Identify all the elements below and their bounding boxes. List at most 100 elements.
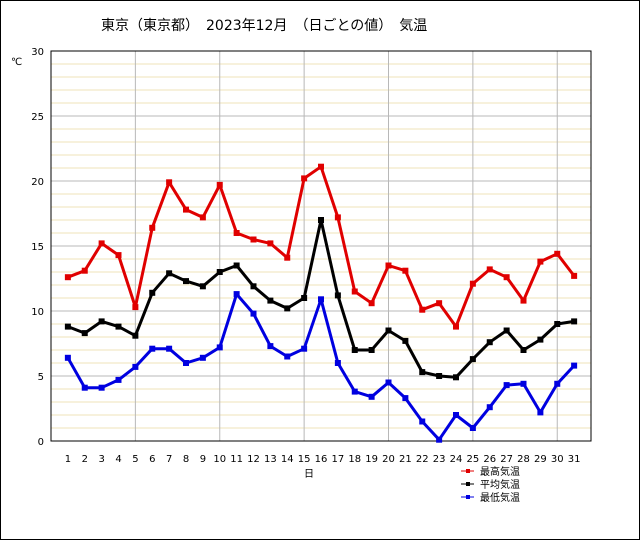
data-point <box>98 318 105 325</box>
data-point <box>368 393 375 400</box>
data-point <box>419 369 426 376</box>
data-point <box>419 306 426 313</box>
legend-label: 平均気温 <box>480 478 520 491</box>
x-tick-label: 3 <box>98 454 104 465</box>
x-tick-label: 19 <box>365 454 378 465</box>
data-point <box>486 404 493 411</box>
x-tick-label: 7 <box>166 454 172 465</box>
data-point <box>250 310 257 317</box>
data-point <box>318 163 324 170</box>
data-point <box>233 230 240 236</box>
y-tick-label: 20 <box>31 177 44 188</box>
data-point <box>368 347 375 353</box>
data-point <box>351 388 358 395</box>
data-point <box>436 300 443 307</box>
x-tick-label: 6 <box>149 454 155 465</box>
data-point <box>216 181 223 188</box>
data-point <box>233 262 240 269</box>
data-point <box>503 327 510 334</box>
data-point <box>267 297 274 304</box>
data-point <box>132 363 139 370</box>
x-tick-label: 9 <box>200 454 206 465</box>
data-point <box>233 291 240 298</box>
data-point <box>183 206 189 213</box>
series-layer <box>64 163 578 443</box>
data-point <box>98 240 105 247</box>
data-point <box>436 373 443 379</box>
data-point <box>98 384 105 391</box>
x-tick-label: 11 <box>230 454 243 465</box>
data-point <box>453 374 459 381</box>
data-point <box>402 395 409 402</box>
data-point <box>301 295 308 301</box>
x-tick-label: 17 <box>332 454 345 465</box>
data-point <box>436 436 443 443</box>
x-tick-label: 1 <box>65 454 71 465</box>
data-point <box>284 254 291 261</box>
data-point <box>385 262 392 269</box>
x-tick-label: 28 <box>517 454 530 465</box>
data-point <box>81 330 88 337</box>
data-point <box>115 323 122 330</box>
data-point <box>216 344 223 351</box>
series-3 <box>64 291 578 443</box>
data-point <box>537 336 544 343</box>
data-point <box>334 360 341 366</box>
x-tick-label: 18 <box>348 454 361 465</box>
data-point <box>385 379 392 386</box>
x-tick-label: 14 <box>281 454 294 465</box>
y-tick-label: 5 <box>38 372 44 383</box>
data-point <box>571 318 578 325</box>
data-point <box>537 258 544 265</box>
x-tick-label: 5 <box>132 454 138 465</box>
data-point <box>453 323 459 330</box>
x-tick-label: 4 <box>115 454 121 465</box>
y-tick-label: 30 <box>31 47 44 58</box>
data-point <box>554 321 561 327</box>
data-point <box>402 337 409 344</box>
data-point <box>149 289 156 296</box>
plot-border <box>50 50 592 442</box>
data-point <box>368 300 375 307</box>
data-point <box>64 354 71 361</box>
data-point <box>453 412 459 418</box>
data-point <box>571 272 578 279</box>
x-tick-label: 16 <box>315 454 328 465</box>
legend-marker <box>466 495 470 499</box>
data-point <box>149 345 156 352</box>
legend-label: 最高気温 <box>480 465 520 478</box>
x-axis-label: 日 <box>304 469 314 480</box>
data-point <box>520 347 527 353</box>
data-point <box>199 214 206 221</box>
x-tick-label: 27 <box>500 454 513 465</box>
data-point <box>267 240 274 247</box>
legend-label: 最低気温 <box>480 491 520 504</box>
data-point <box>520 297 527 304</box>
data-point <box>284 353 291 360</box>
x-tick-label: 15 <box>298 454 311 465</box>
data-point <box>520 380 527 387</box>
data-point <box>469 280 476 287</box>
series-1 <box>64 163 578 330</box>
y-tick-label: 10 <box>31 307 44 318</box>
data-point <box>64 323 71 330</box>
y-tick-label: 15 <box>31 242 44 253</box>
data-point <box>132 304 139 311</box>
data-point <box>419 418 426 425</box>
x-tick-label: 2 <box>82 454 88 465</box>
data-point <box>199 354 206 361</box>
data-point <box>216 269 223 275</box>
data-point <box>115 376 122 383</box>
grid <box>51 51 591 441</box>
data-point <box>267 343 274 350</box>
x-tick-label: 13 <box>264 454 277 465</box>
data-point <box>301 345 308 352</box>
data-point <box>166 345 173 352</box>
x-tick-label: 20 <box>382 454 395 465</box>
x-tick-label: 24 <box>450 454 463 465</box>
data-point <box>385 327 392 334</box>
x-tick-label: 29 <box>534 454 547 465</box>
